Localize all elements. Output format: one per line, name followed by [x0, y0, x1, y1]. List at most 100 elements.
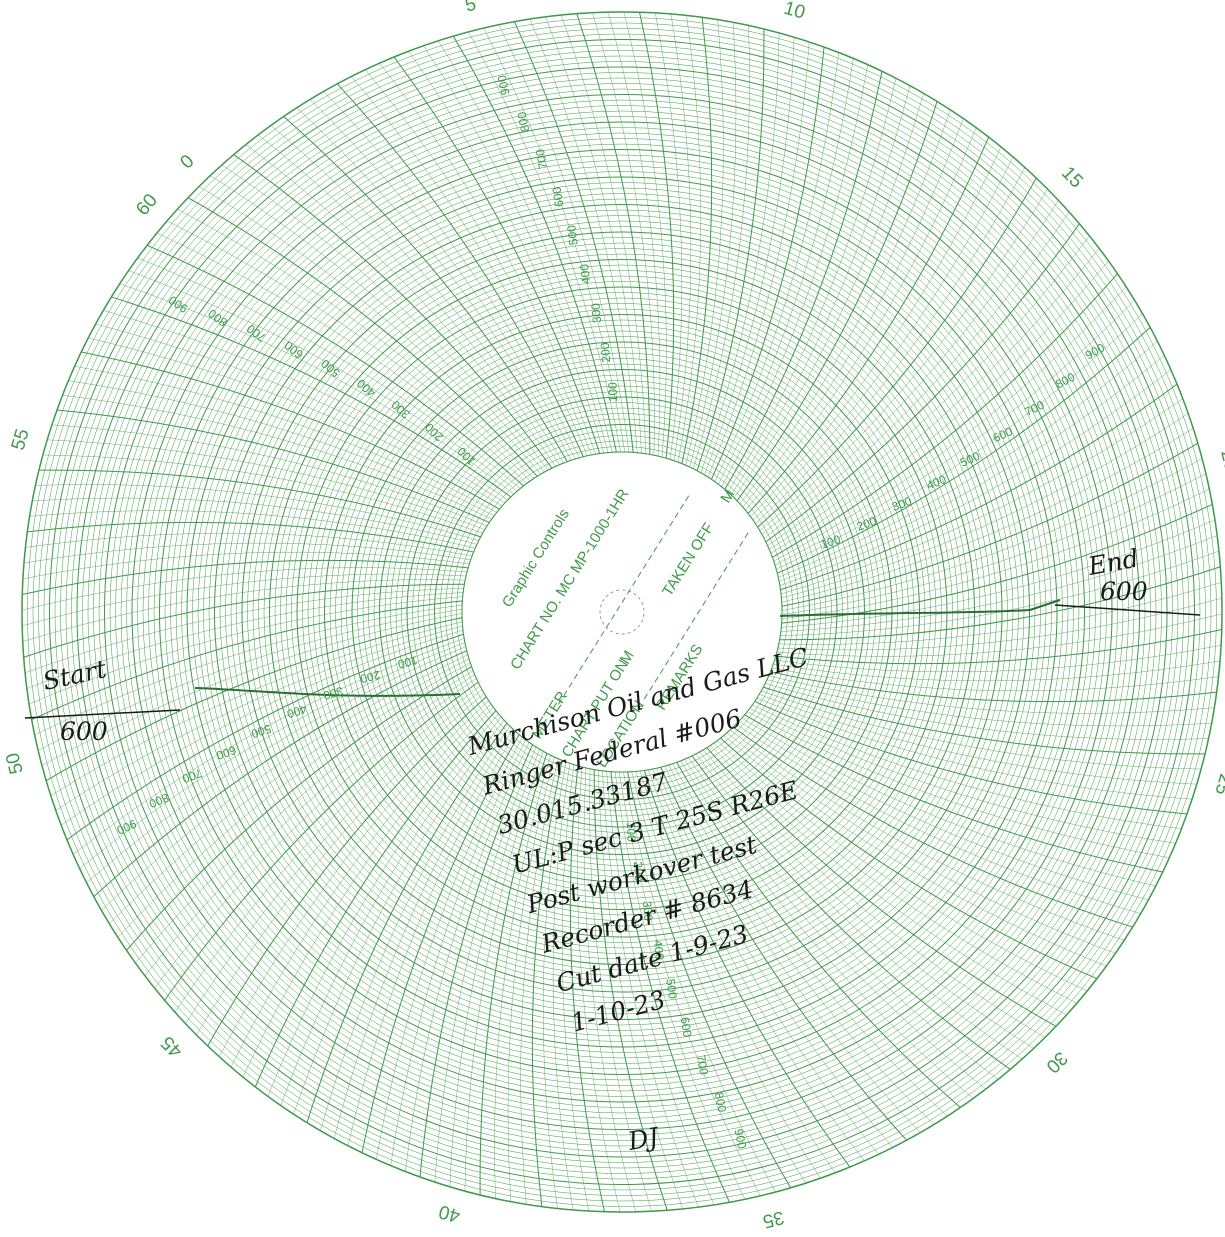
ring	[109, 99, 1135, 1125]
radial-line	[514, 21, 634, 453]
radial-line	[664, 766, 921, 1133]
ring	[181, 171, 1063, 1053]
radial-line	[635, 771, 821, 1179]
radial-line	[704, 37, 795, 475]
radial-line	[494, 755, 551, 1199]
radial-line	[726, 732, 1116, 954]
radial-line	[109, 658, 470, 925]
radial-line	[61, 629, 464, 826]
radial-line	[739, 109, 951, 505]
radial-line	[781, 458, 1203, 611]
radial-line	[741, 717, 1156, 887]
pen-trace	[779, 599, 1061, 617]
minute-label: 50	[2, 751, 27, 777]
ring	[32, 22, 1212, 1202]
ring	[148, 138, 1096, 1086]
radial-line	[23, 542, 471, 564]
ring	[131, 121, 1113, 1103]
end-value: 600	[1100, 577, 1148, 606]
radial-line	[779, 566, 1221, 641]
radial-line	[747, 711, 1170, 858]
radial-line	[434, 746, 537, 1183]
radial-line	[776, 613, 1223, 657]
radial-line	[479, 753, 548, 1195]
ring	[186, 176, 1058, 1048]
ring	[456, 446, 788, 778]
radial-line	[483, 28, 625, 453]
radial-line	[643, 770, 851, 1168]
radial-line	[770, 671, 1217, 703]
radial-line	[283, 116, 568, 462]
ring	[362, 352, 882, 872]
radial-line	[21, 567, 468, 611]
radial-line	[144, 674, 475, 976]
scale-label: 500	[564, 224, 580, 246]
radial-line	[598, 770, 684, 1209]
radial-line	[393, 56, 601, 454]
radial-line	[95, 323, 506, 504]
radial-line	[254, 710, 497, 1088]
ring	[214, 204, 1030, 1020]
radial-line	[656, 768, 893, 1148]
radial-line	[56, 409, 490, 523]
radial-line	[468, 31, 621, 453]
radial-line	[207, 696, 487, 1047]
ring	[340, 330, 904, 894]
radial-line	[29, 596, 463, 705]
radial-line	[723, 735, 1107, 967]
radial-line	[166, 220, 531, 482]
radial-line	[185, 689, 483, 1024]
radial-line	[560, 15, 646, 454]
radial-line	[86, 646, 466, 883]
radial-line	[38, 609, 463, 751]
radial-line	[717, 740, 1088, 992]
scale-label: 300	[640, 900, 656, 921]
scale-label: 800	[712, 1091, 730, 1114]
radial-line	[293, 719, 505, 1115]
ring	[412, 402, 832, 822]
scale-label: 300	[890, 494, 914, 514]
radial-line	[62, 395, 492, 520]
radial-line	[74, 366, 497, 513]
start-value: 600	[60, 717, 108, 746]
radial-line	[763, 211, 1070, 539]
radial-line	[681, 17, 713, 464]
radial-line	[333, 728, 514, 1139]
radial-line	[42, 454, 483, 534]
radial-line	[347, 731, 517, 1146]
ring	[219, 209, 1025, 1015]
scale-label: 100	[624, 822, 639, 843]
radial-line	[164, 681, 479, 1001]
outer-ring	[21, 11, 1223, 1213]
ring	[450, 440, 794, 784]
radial-line	[128, 270, 518, 492]
radial-line	[51, 424, 488, 527]
scale-label: 700	[533, 148, 550, 170]
radial-line	[721, 64, 868, 487]
ring	[43, 33, 1201, 1191]
scale-label: 400	[285, 702, 309, 721]
ring	[225, 215, 1019, 1009]
radial-line	[744, 714, 1163, 873]
radial-line	[631, 771, 806, 1184]
radial-line	[73, 638, 465, 855]
radial-line	[700, 32, 780, 473]
radial-line	[623, 11, 667, 458]
radial-line	[757, 177, 1037, 528]
scale-label: 700	[180, 766, 204, 786]
scale-label: 100	[396, 653, 419, 671]
radial-line	[745, 127, 977, 511]
radial-line	[34, 604, 463, 736]
radial-line	[23, 583, 465, 658]
radial-line	[498, 24, 630, 453]
radial-line	[689, 22, 737, 468]
radial-line	[660, 767, 908, 1141]
radial-line	[773, 286, 1127, 562]
radial-line	[230, 703, 492, 1068]
ring	[395, 385, 849, 839]
radial-line	[137, 257, 521, 489]
radial-line	[552, 763, 574, 1211]
radial-line	[221, 164, 549, 471]
radial-line	[25, 532, 473, 557]
radial-line	[233, 154, 553, 469]
